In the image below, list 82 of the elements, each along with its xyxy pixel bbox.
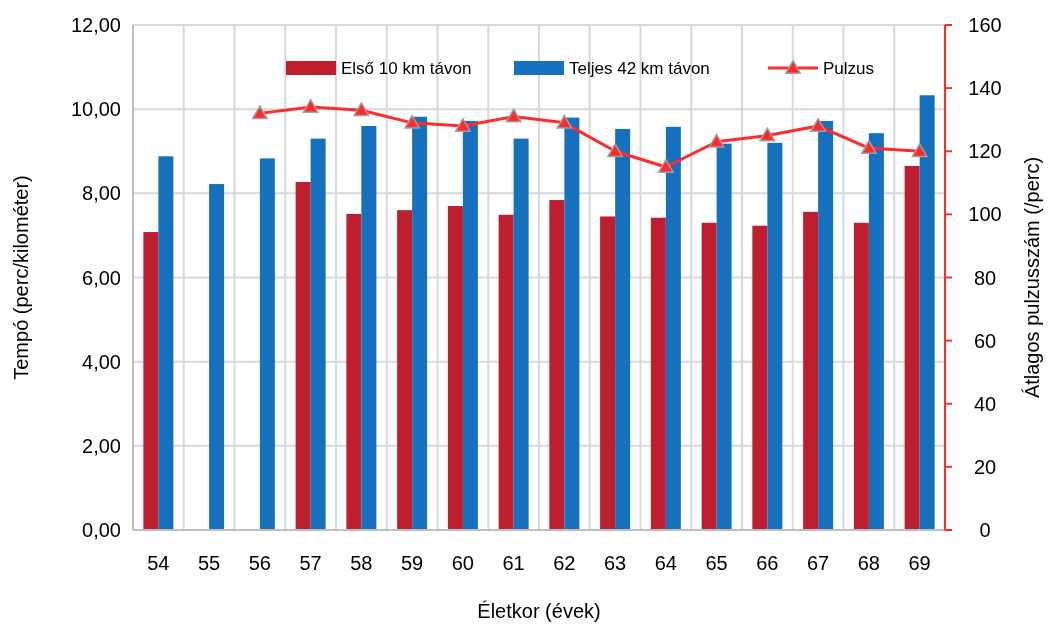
- legend-label: Első 10 km távon: [341, 58, 472, 78]
- bar: [650, 217, 666, 530]
- y2-axis-title: Átlagos pulzusszám (/perc): [1021, 156, 1043, 399]
- bar: [498, 214, 514, 530]
- legend-label: Teljes 42 km távon: [569, 58, 710, 78]
- point: [505, 108, 522, 123]
- bar: [412, 116, 428, 530]
- y-tick-label: 2,00: [82, 434, 121, 457]
- bar: [361, 126, 377, 530]
- point: [607, 143, 624, 158]
- bar: [549, 200, 565, 530]
- x-tick-label: 67: [807, 552, 830, 574]
- y2-tick-label: 80: [973, 266, 997, 289]
- x-tick-label: 66: [756, 552, 779, 574]
- x-tick-label: 58: [350, 552, 373, 574]
- bar: [716, 143, 732, 530]
- point: [556, 114, 573, 129]
- point: [454, 117, 471, 132]
- bar: [752, 225, 768, 530]
- legend-label: Pulzus: [823, 58, 875, 78]
- x-tick-label: 54: [147, 552, 170, 574]
- y-tick-label: 4,00: [82, 350, 121, 373]
- point: [911, 143, 928, 158]
- bar: [600, 216, 616, 530]
- y2-tick-label: 140: [968, 77, 1002, 100]
- bar: [209, 184, 225, 530]
- y-tick-label: 6,00: [82, 266, 121, 289]
- y-axis-title: Tempó (perc/kilométer): [10, 175, 32, 380]
- point: [353, 102, 370, 117]
- x-tick-label: 55: [198, 552, 221, 574]
- bar: [701, 222, 717, 530]
- bar: [803, 211, 819, 530]
- bar: [868, 133, 884, 530]
- bar: [462, 120, 478, 530]
- y2-tick-label: 0: [979, 519, 991, 541]
- x-tick-label: 56: [248, 552, 271, 574]
- bar: [615, 128, 631, 530]
- y2-tick-label: 120: [968, 140, 1002, 163]
- bar: [904, 165, 920, 530]
- point: [810, 117, 827, 132]
- x-tick-label: 65: [705, 552, 728, 574]
- bar: [853, 222, 869, 530]
- y2-tick-label: 40: [973, 392, 997, 415]
- y-tick-label: 8,00: [82, 182, 121, 205]
- bar: [310, 138, 326, 530]
- y2-tick-label: 160: [968, 14, 1002, 36]
- point: [404, 114, 421, 129]
- y-tick-label: 12,00: [70, 14, 121, 36]
- point: [251, 105, 268, 120]
- x-tick-label: 69: [908, 552, 931, 574]
- x-tick-label: 68: [857, 552, 880, 574]
- x-tick-label: 57: [299, 552, 322, 574]
- bar: [295, 181, 311, 530]
- bar: [143, 232, 159, 530]
- y2-tick-label: 60: [973, 329, 997, 352]
- y2-tick-label: 20: [973, 455, 997, 478]
- y2-tick-label: 100: [968, 203, 1002, 226]
- x-tick-label: 59: [401, 552, 424, 574]
- x-tick-label: 60: [451, 552, 474, 574]
- y-tick-label: 0,00: [82, 519, 121, 541]
- bar: [259, 158, 275, 530]
- bar: [158, 156, 174, 530]
- point: [302, 98, 319, 113]
- x-axis-title: Életkor (évek): [477, 600, 601, 622]
- x-tick-label: 64: [654, 552, 677, 574]
- bar: [513, 138, 529, 530]
- x-tick-label: 62: [553, 552, 576, 574]
- point: [759, 127, 776, 142]
- bar: [447, 205, 463, 530]
- bar: [564, 117, 580, 530]
- bar: [665, 126, 681, 530]
- bar: [767, 142, 783, 530]
- y-tick-label: 10,00: [70, 98, 121, 121]
- bar: [346, 213, 362, 530]
- bar: [919, 95, 935, 530]
- x-tick-label: 61: [502, 552, 525, 574]
- point: [860, 140, 877, 155]
- bar: [397, 210, 413, 530]
- point: [708, 133, 725, 148]
- point: [657, 158, 674, 173]
- x-tick-label: 63: [604, 552, 627, 574]
- bar: [818, 120, 834, 530]
